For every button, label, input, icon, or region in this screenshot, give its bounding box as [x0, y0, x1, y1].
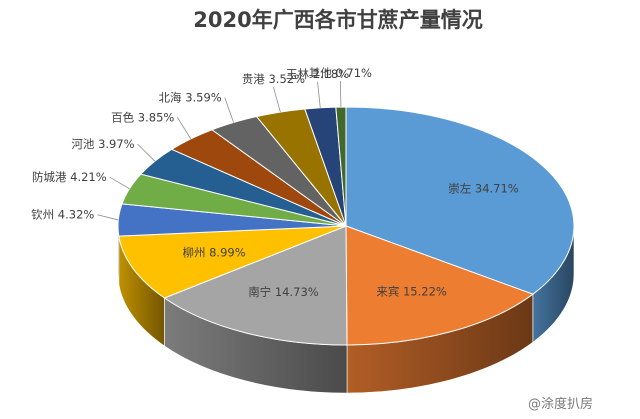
slice-贵港-label: 贵港 3.52%: [242, 72, 305, 86]
slice-防城港-leader: [109, 176, 130, 190]
slice-南宁-top: [163, 225, 348, 346]
slice-百色-leader: [177, 117, 192, 140]
pie-top-faces: [117, 106, 575, 346]
slice-其他-top: [335, 106, 347, 227]
slice-来宾-top: [345, 225, 534, 346]
pie-labels: 崇左 34.71% 来宾 15.22% 南宁 14.73% 柳州 8.99% 钦州 4.…: [31, 66, 519, 299]
slice-柳州-label: 柳州 8.99%: [182, 245, 245, 259]
slice-北海-leader: [224, 97, 234, 123]
slice-百色-label: 百色 3.85%: [111, 110, 174, 124]
slice-防城港-label: 防城港 4.21%: [32, 170, 107, 184]
chart-title: 2020年广西各市甘蔗产量情况: [193, 8, 482, 32]
slice-其他-leader: [339, 81, 342, 108]
watermark: @涂度扒房: [528, 396, 593, 412]
slice-河池-label: 河池 3.97%: [71, 137, 134, 151]
slice-其他-label: 其他 0.71%: [309, 66, 372, 80]
slice-玉林-leader: [317, 81, 321, 108]
slice-南宁-label: 南宁 14.73%: [248, 285, 319, 299]
slice-河池-leader: [137, 143, 156, 162]
watermark-text: @涂度扒房: [528, 396, 593, 412]
slice-钦州-leader: [97, 214, 119, 221]
slice-贵港-leader: [273, 86, 281, 113]
slice-来宾-label: 来宾 15.22%: [376, 284, 447, 298]
slice-柳州-top: [118, 225, 347, 299]
slice-崇左-label: 崇左 34.71%: [448, 182, 519, 196]
slice-玉林-label: 玉林 2.18%: [286, 67, 349, 81]
slice-钦州-label: 钦州 4.32%: [31, 208, 94, 222]
slice-崇左-top: [345, 106, 575, 295]
slice-北海-label: 北海 3.59%: [159, 91, 222, 105]
